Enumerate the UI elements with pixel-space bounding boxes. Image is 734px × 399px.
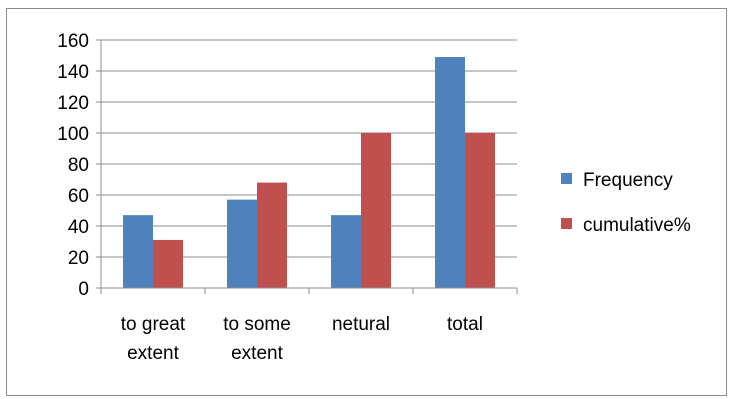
- bars: [123, 57, 495, 288]
- y-tick-label-120: 120: [57, 93, 89, 114]
- x-category-label-0-1: extent: [127, 343, 179, 364]
- bar-frequency-1: [227, 199, 257, 288]
- x-category-label-1-0: to some: [223, 314, 291, 335]
- legend-label-1: cumulative%: [583, 215, 691, 236]
- y-tick-label-20: 20: [68, 248, 89, 269]
- legend-label-0: Frequency: [583, 170, 673, 191]
- bar-cumulative--1: [257, 182, 287, 288]
- bar-frequency-2: [331, 215, 361, 288]
- x-category-label-1-1: extent: [231, 343, 283, 364]
- y-tick-label-160: 160: [57, 31, 89, 52]
- bar-cumulative--0: [153, 239, 183, 288]
- x-category-label-2-0: netural: [332, 314, 390, 335]
- y-tick-label-80: 80: [68, 155, 89, 176]
- legend: Frequency cumulative%: [561, 170, 691, 236]
- bar-cumulative--3: [465, 133, 495, 288]
- labels: 0 20 40 60 80 100 120 140 160 to great extent to so…: [57, 31, 483, 364]
- legend-swatch-1: [561, 218, 572, 229]
- axes: [96, 39, 518, 294]
- x-category-label-0-0: to great: [121, 314, 186, 335]
- y-tick-label-100: 100: [57, 124, 89, 145]
- bar-frequency-0: [123, 215, 153, 288]
- x-category-label-3-0: total: [447, 314, 483, 335]
- bar-frequency-3: [435, 57, 465, 288]
- legend-swatch-0: [561, 173, 572, 184]
- y-tick-label-140: 140: [57, 62, 89, 83]
- y-tick-label-60: 60: [68, 186, 89, 207]
- y-tick-label-40: 40: [68, 217, 89, 238]
- bar-cumulative--2: [361, 133, 391, 288]
- y-tick-label-0: 0: [78, 279, 89, 300]
